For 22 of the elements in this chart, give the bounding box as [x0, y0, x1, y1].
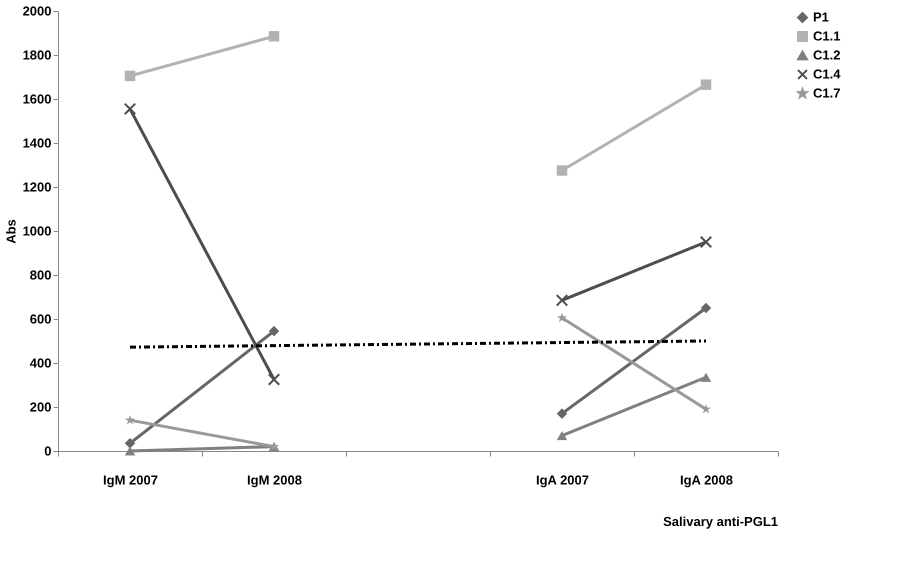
y-axis-title: Abs — [4, 219, 19, 244]
x-tick-label: IgA 2008 — [680, 472, 733, 488]
x-axis-title: Salivary anti-PGL1 — [663, 514, 778, 529]
y-tick-label: 0 — [44, 444, 52, 458]
y-tick-label: 600 — [30, 312, 52, 326]
y-tick-label: 1000 — [22, 224, 52, 238]
legend-label: C1.7 — [813, 86, 840, 100]
y-tick-label: 1800 — [22, 48, 52, 62]
y-tick-label: 1600 — [22, 92, 52, 106]
legend-label: C1.1 — [813, 28, 840, 44]
y-tick-label: 200 — [30, 400, 52, 414]
legend-label: P1 — [813, 10, 829, 24]
y-tick-label: 400 — [30, 356, 52, 370]
x-tick-label: IgA 2007 — [536, 472, 589, 488]
y-tick-label: 1200 — [22, 180, 52, 194]
x-tick-label: IgM 2008 — [247, 472, 302, 488]
y-tick-label: 800 — [30, 268, 52, 282]
y-tick-label: 1400 — [22, 136, 52, 150]
y-tick-label: 2000 — [22, 4, 52, 18]
legend-label: C1.2 — [813, 48, 840, 62]
legend-label: C1.4 — [813, 66, 842, 82]
x-tick-label: IgM 2007 — [103, 472, 158, 488]
